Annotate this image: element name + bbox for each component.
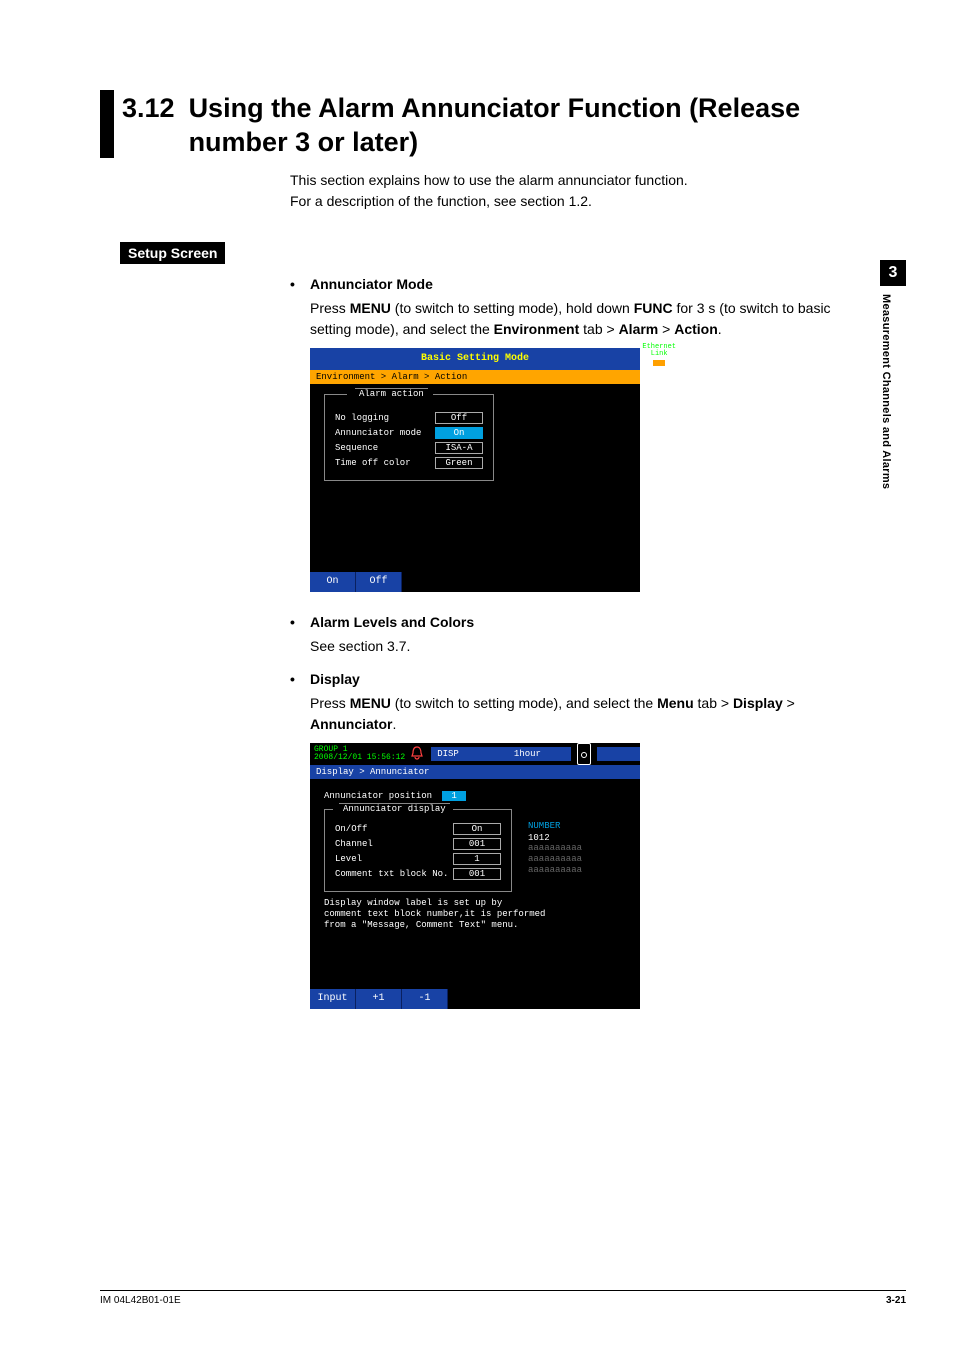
setting-row: Comment txt block No. 001	[335, 868, 501, 880]
setting-value-selected[interactable]: On	[435, 427, 483, 439]
setting-label: Sequence	[335, 443, 378, 453]
setting-label: On/Off	[335, 824, 367, 834]
bullet-dot: •	[290, 671, 310, 687]
screenshot-footer: On Off	[310, 572, 640, 592]
side-row: aaaaaaaaaa	[528, 865, 582, 876]
alarm-levels-heading: Alarm Levels and Colors	[310, 614, 474, 630]
camera-icon[interactable]	[577, 743, 591, 765]
screenshot-title: Basic Setting Mode	[421, 353, 529, 364]
header-spacer	[465, 747, 508, 761]
group-title: Annunciator display	[339, 803, 450, 814]
screenshot-titlebar: Basic Setting Mode Ethernet Link	[310, 348, 640, 370]
position-row: Annunciator position 1	[324, 791, 626, 801]
hour-label: 1hour	[508, 747, 547, 761]
display-heading: Display	[310, 671, 360, 687]
alarm-action-group: Alarm action No logging Off Annunciator …	[324, 394, 494, 481]
note-text: Display window label is set up by commen…	[324, 898, 626, 932]
bullet-heading: • Display	[290, 671, 860, 687]
setting-row: Channel 001	[335, 838, 501, 850]
intro-line-2: For a description of the function, see s…	[290, 191, 860, 212]
screenshot-display-annunciator: GROUP 1 2008/12/01 15:56:12 DISP 1hour D…	[310, 743, 640, 1009]
setting-label: No logging	[335, 413, 389, 423]
group-timestamp: GROUP 1 2008/12/01 15:56:12	[310, 746, 405, 762]
side-row: aaaaaaaaaa	[528, 843, 582, 854]
screenshot-basic-setting: Basic Setting Mode Ethernet Link Environ…	[310, 348, 640, 592]
annunciator-display-group: Annunciator display On/Off On Channel 00…	[324, 809, 512, 892]
section-title: Using the Alarm Annunciator Function (Re…	[189, 90, 860, 160]
setting-row: Level 1	[335, 853, 501, 865]
alarm-levels-body: See section 3.7.	[310, 636, 860, 657]
position-value[interactable]: 1	[442, 791, 466, 801]
section-number: 3.12	[122, 90, 175, 126]
screenshot-window: GROUP 1 2008/12/01 15:56:12 DISP 1hour D…	[310, 743, 640, 1009]
bell-icon	[408, 746, 426, 762]
chapter-number: 3	[880, 260, 906, 286]
display-body: Press MENU (to switch to setting mode), …	[310, 693, 860, 735]
side-row: 1012	[528, 833, 582, 844]
setting-row: On/Off On	[335, 823, 501, 835]
setting-label: Annunciator mode	[335, 428, 421, 438]
position-label: Annunciator position	[324, 791, 432, 801]
setting-value[interactable]: ISA-A	[435, 442, 483, 454]
plus1-button[interactable]: +1	[356, 989, 402, 1009]
setting-row: Annunciator mode On	[335, 427, 483, 439]
setting-value[interactable]: Off	[435, 412, 483, 424]
bullet-dot: •	[290, 614, 310, 630]
display-block: • Display Press MENU (to switch to setti…	[290, 671, 860, 735]
footer-page-number: 3-21	[886, 1295, 906, 1306]
side-label: NUMBER	[528, 821, 582, 831]
screenshot-window: Basic Setting Mode Ethernet Link Environ…	[310, 348, 640, 592]
side-row: aaaaaaaaaa	[528, 854, 582, 865]
setting-value[interactable]: 1	[453, 853, 501, 865]
chapter-label: Measurement Channels and Alarms	[880, 294, 892, 489]
setting-value[interactable]: On	[453, 823, 501, 835]
setting-row: Sequence ISA-A	[335, 442, 483, 454]
footer-doc-id: IM 04L42B01-01E	[100, 1295, 181, 1306]
screenshot2-footer: Input +1 -1	[310, 989, 640, 1009]
screenshot-breadcrumb: Environment > Alarm > Action	[310, 370, 640, 384]
screenshot-body: Alarm action No logging Off Annunciator …	[310, 384, 640, 572]
setting-label: Time off color	[335, 458, 411, 468]
setting-value[interactable]: 001	[453, 868, 501, 880]
off-button[interactable]: Off	[356, 572, 402, 592]
setup-screen-subhead: Setup Screen	[120, 242, 225, 264]
ethernet-icon	[653, 360, 665, 366]
number-side-panel: NUMBER 1012 aaaaaaaaaa aaaaaaaaaa aaaaaa…	[528, 821, 582, 876]
intro-text: This section explains how to use the ala…	[290, 170, 860, 212]
annunciator-mode-body: Press MENU (to switch to setting mode), …	[310, 298, 860, 340]
disp-label: DISP	[431, 747, 465, 761]
setting-value[interactable]: 001	[453, 838, 501, 850]
bullet-heading: • Annunciator Mode	[290, 276, 860, 292]
setting-value[interactable]: Green	[435, 457, 483, 469]
ethernet-indicator: Ethernet Link	[642, 344, 676, 366]
alarm-levels-block: • Alarm Levels and Colors See section 3.…	[290, 614, 860, 657]
screenshot2-body: Annunciator position 1 Annunciator displ…	[310, 779, 640, 989]
on-button[interactable]: On	[310, 572, 356, 592]
section-heading: 3.12 Using the Alarm Annunciator Functio…	[100, 90, 860, 160]
page-content: 3.12 Using the Alarm Annunciator Functio…	[100, 90, 860, 1031]
heading-bar	[100, 90, 114, 158]
page-footer: IM 04L42B01-01E 3-21	[100, 1290, 906, 1306]
screenshot2-header: GROUP 1 2008/12/01 15:56:12 DISP 1hour	[310, 743, 640, 765]
setting-label: Channel	[335, 839, 373, 849]
setting-label: Comment txt block No.	[335, 869, 448, 879]
group-title: Alarm action	[355, 388, 428, 399]
intro-line-1: This section explains how to use the ala…	[290, 170, 860, 191]
minus1-button[interactable]: -1	[402, 989, 448, 1009]
bullet-dot: •	[290, 276, 310, 292]
input-button[interactable]: Input	[310, 989, 356, 1009]
setting-row: Time off color Green	[335, 457, 483, 469]
setting-row: No logging Off	[335, 412, 483, 424]
screenshot2-breadcrumb: Display > Annunciator	[310, 765, 640, 779]
annunciator-mode-heading: Annunciator Mode	[310, 276, 433, 292]
annunciator-mode-block: • Annunciator Mode Press MENU (to switch…	[290, 276, 860, 340]
chapter-side-tab: 3 Measurement Channels and Alarms	[880, 260, 906, 489]
bullet-heading: • Alarm Levels and Colors	[290, 614, 860, 630]
setting-label: Level	[335, 854, 362, 864]
